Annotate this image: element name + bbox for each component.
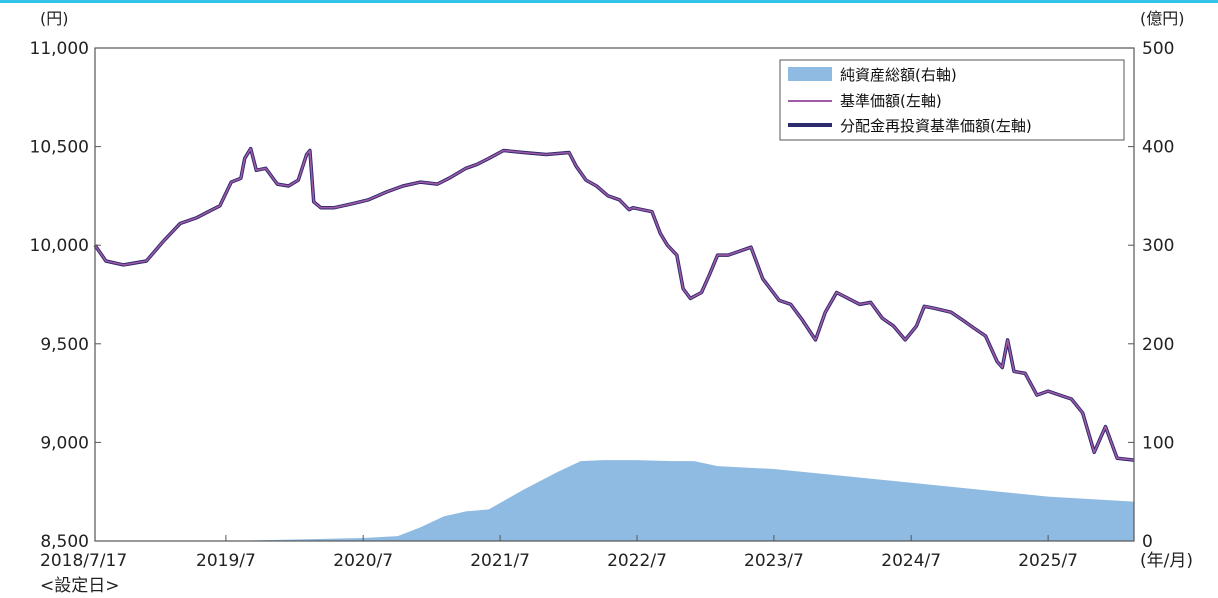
right-tick-label: 200 bbox=[1142, 335, 1174, 355]
legend-label-reinvested-nav: 分配金再投資基準価額(左軸) bbox=[840, 117, 1032, 135]
left-tick-label: 11,000 bbox=[30, 39, 89, 59]
x-tick-label: 2024/7 bbox=[881, 551, 941, 571]
nav-line bbox=[94, 147, 1135, 461]
x-tick-label: 2018/7/17 bbox=[40, 551, 127, 571]
left-axis-unit: (円) bbox=[40, 9, 69, 28]
legend: 純資産総額(右軸) 基準価額(左軸) 分配金再投資基準価額(左軸) bbox=[779, 59, 1125, 141]
x-tick-label: 2020/7 bbox=[333, 551, 393, 571]
left-axis-ticks: 11,000 10,500 10,000 9,500 9,000 8,500 bbox=[30, 39, 101, 552]
legend-swatch-net-assets bbox=[788, 67, 832, 81]
right-tick-label: 0 bbox=[1142, 532, 1153, 552]
right-tick-label: 100 bbox=[1142, 433, 1174, 453]
right-tick-label: 500 bbox=[1142, 39, 1174, 59]
x-start-note: <設定日> bbox=[40, 576, 120, 596]
net-assets-area-layer bbox=[95, 460, 1134, 541]
x-tick-label: 2019/7 bbox=[196, 551, 256, 571]
x-tick-label: 2025/7 bbox=[1018, 551, 1078, 571]
x-tick-label: 2021/7 bbox=[470, 551, 530, 571]
legend-label-nav: 基準価額(左軸) bbox=[840, 92, 942, 110]
legend-label-net-assets: 純資産総額(右軸) bbox=[840, 66, 957, 84]
x-tick-label: 2023/7 bbox=[744, 551, 804, 571]
right-tick-label: 400 bbox=[1142, 138, 1174, 158]
plot-frame bbox=[94, 47, 1135, 542]
legend-box bbox=[779, 59, 1125, 141]
right-tick-label: 300 bbox=[1142, 236, 1174, 256]
x-axis-unit: (年/月) bbox=[1140, 551, 1193, 571]
x-tick-label: 2022/7 bbox=[607, 551, 667, 571]
nav-lines-layer bbox=[93, 146, 1135, 462]
left-tick-label: 8,500 bbox=[40, 532, 89, 552]
right-axis-unit: (億円) bbox=[1140, 9, 1185, 28]
left-tick-label: 10,000 bbox=[30, 236, 89, 256]
reinvested-nav-line bbox=[93, 146, 1135, 462]
x-axis-ticks: 2018/7/17 2019/7 2020/7 2021/7 2022/7 2023/7 2… bbox=[40, 535, 1078, 571]
net-assets-area bbox=[95, 460, 1134, 541]
right-axis-ticks: 500 400 300 200 100 0 bbox=[1128, 39, 1174, 552]
header-accent-line bbox=[0, 0, 1218, 3]
left-tick-label: 10,500 bbox=[30, 138, 89, 158]
left-tick-label: 9,000 bbox=[40, 433, 89, 453]
left-tick-label: 9,500 bbox=[40, 335, 89, 355]
